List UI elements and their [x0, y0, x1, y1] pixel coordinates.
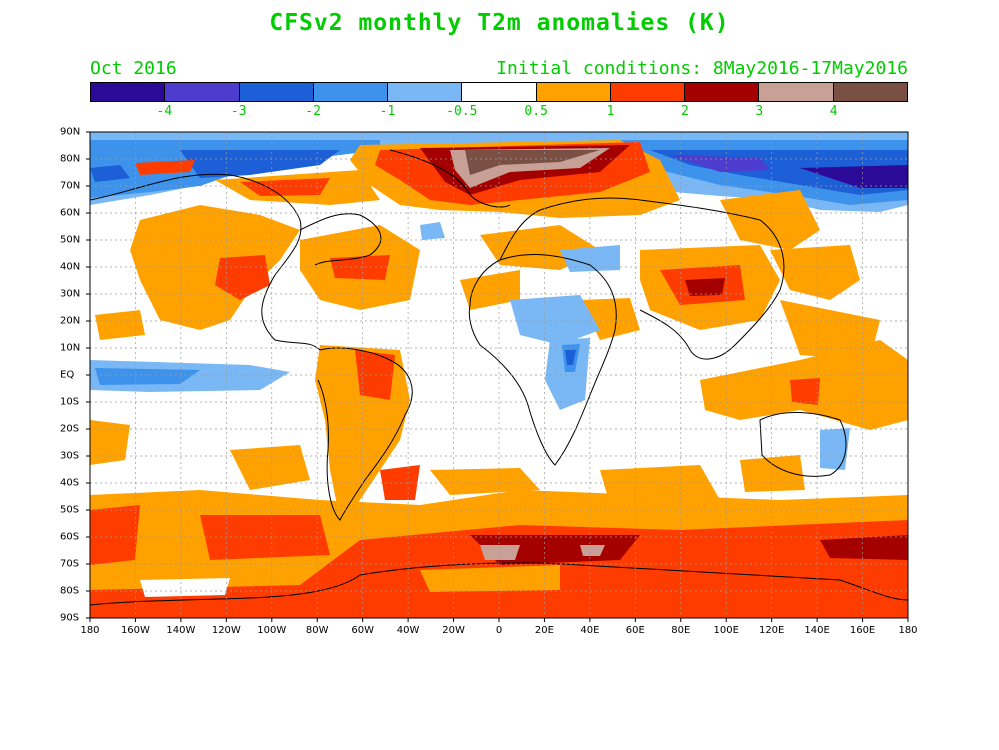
- colorbar-box: [313, 83, 389, 101]
- longitude-label: 180: [898, 625, 918, 636]
- latitude-label: 30S: [60, 450, 80, 462]
- longitude-label: 160E: [849, 625, 876, 636]
- longitude-label: 120W: [211, 625, 241, 636]
- chart-title: CFSv2 monthly T2m anomalies (K): [269, 10, 730, 36]
- longitude-label: 0: [495, 625, 503, 636]
- tropical-warm-areas: [90, 300, 908, 520]
- latitude-label: 20N: [60, 315, 81, 327]
- colorbar-box: [610, 83, 686, 101]
- latitude-label: 10S: [60, 396, 80, 408]
- colorbar-label: 2: [680, 104, 689, 119]
- longitude-label: 60W: [351, 625, 374, 636]
- axis-ticks: [86, 131, 909, 622]
- colorbar-label: -1: [379, 104, 396, 119]
- latitude-label: 20S: [60, 423, 80, 435]
- colorbar-label: 0.5: [524, 104, 548, 119]
- northern-hemisphere-warm-areas: [95, 190, 860, 340]
- grid-lines: [90, 132, 908, 618]
- southern-ocean-warm-band: [90, 490, 908, 618]
- latitude-label: 90S: [60, 612, 80, 624]
- latitude-label: 60S: [60, 531, 80, 543]
- latitude-label: 30N: [60, 288, 81, 300]
- longitude-label: 100E: [713, 625, 739, 636]
- longitude-label: 140E: [804, 625, 830, 636]
- longitude-label: 20W: [442, 625, 465, 636]
- tropical-cool-areas: [90, 222, 850, 535]
- colorbar-box: [833, 83, 907, 101]
- latitude-label: 70N: [60, 180, 81, 192]
- colorbar-box: [759, 83, 834, 101]
- latitude-label: EQ: [60, 369, 75, 381]
- latitude-label: 40S: [60, 477, 80, 489]
- colorbar-label: -2: [305, 104, 321, 119]
- longitude-label: 40W: [396, 625, 420, 636]
- colorbar-box: [165, 83, 240, 101]
- latitude-label: 50S: [60, 504, 80, 516]
- colorbar-label: -3: [230, 104, 247, 119]
- latitude-label: 10N: [60, 342, 81, 354]
- longitude-label: 80E: [671, 625, 691, 636]
- longitude-label: 140W: [166, 625, 196, 636]
- latitude-label: 70S: [60, 558, 80, 570]
- longitude-label: 120E: [758, 625, 785, 636]
- colorbar-label: 3: [755, 104, 764, 119]
- colorbar-box: [462, 83, 537, 101]
- colorbar-box: [388, 83, 463, 101]
- arctic-negative-anomalies: [90, 132, 908, 212]
- colorbar-label: 4: [829, 104, 838, 119]
- coastlines: [90, 149, 908, 606]
- longitude-label: 160W: [120, 625, 150, 636]
- longitude-label: 60E: [625, 625, 645, 636]
- colorbar-box: [239, 83, 314, 101]
- colorbar-label: -4: [156, 104, 173, 119]
- latitude-label: 90N: [60, 126, 81, 138]
- longitude-label: 40E: [580, 625, 600, 636]
- latitude-label: 60N: [60, 207, 81, 219]
- latitude-label: 50N: [60, 234, 81, 246]
- colorbar-box: [685, 83, 760, 101]
- longitude-label: 80W: [305, 625, 329, 636]
- longitude-label: 100W: [257, 625, 287, 636]
- initial-conditions: Initial conditions: 8May2016-17May2016: [496, 58, 908, 79]
- colorbar-label: -0.5: [446, 104, 478, 119]
- colorbar-box: [536, 83, 611, 101]
- forecast-month: Oct 2016: [90, 58, 177, 79]
- colorbar-box: [91, 83, 166, 101]
- latitude-label: 40N: [60, 261, 81, 273]
- colorbar-label: 1: [606, 104, 615, 119]
- longitude-label: 20E: [534, 625, 554, 636]
- latitude-label: 80S: [60, 585, 80, 597]
- colorbar: [90, 82, 908, 102]
- latitude-label: 80N: [60, 153, 81, 165]
- longitude-label: 180: [80, 625, 100, 636]
